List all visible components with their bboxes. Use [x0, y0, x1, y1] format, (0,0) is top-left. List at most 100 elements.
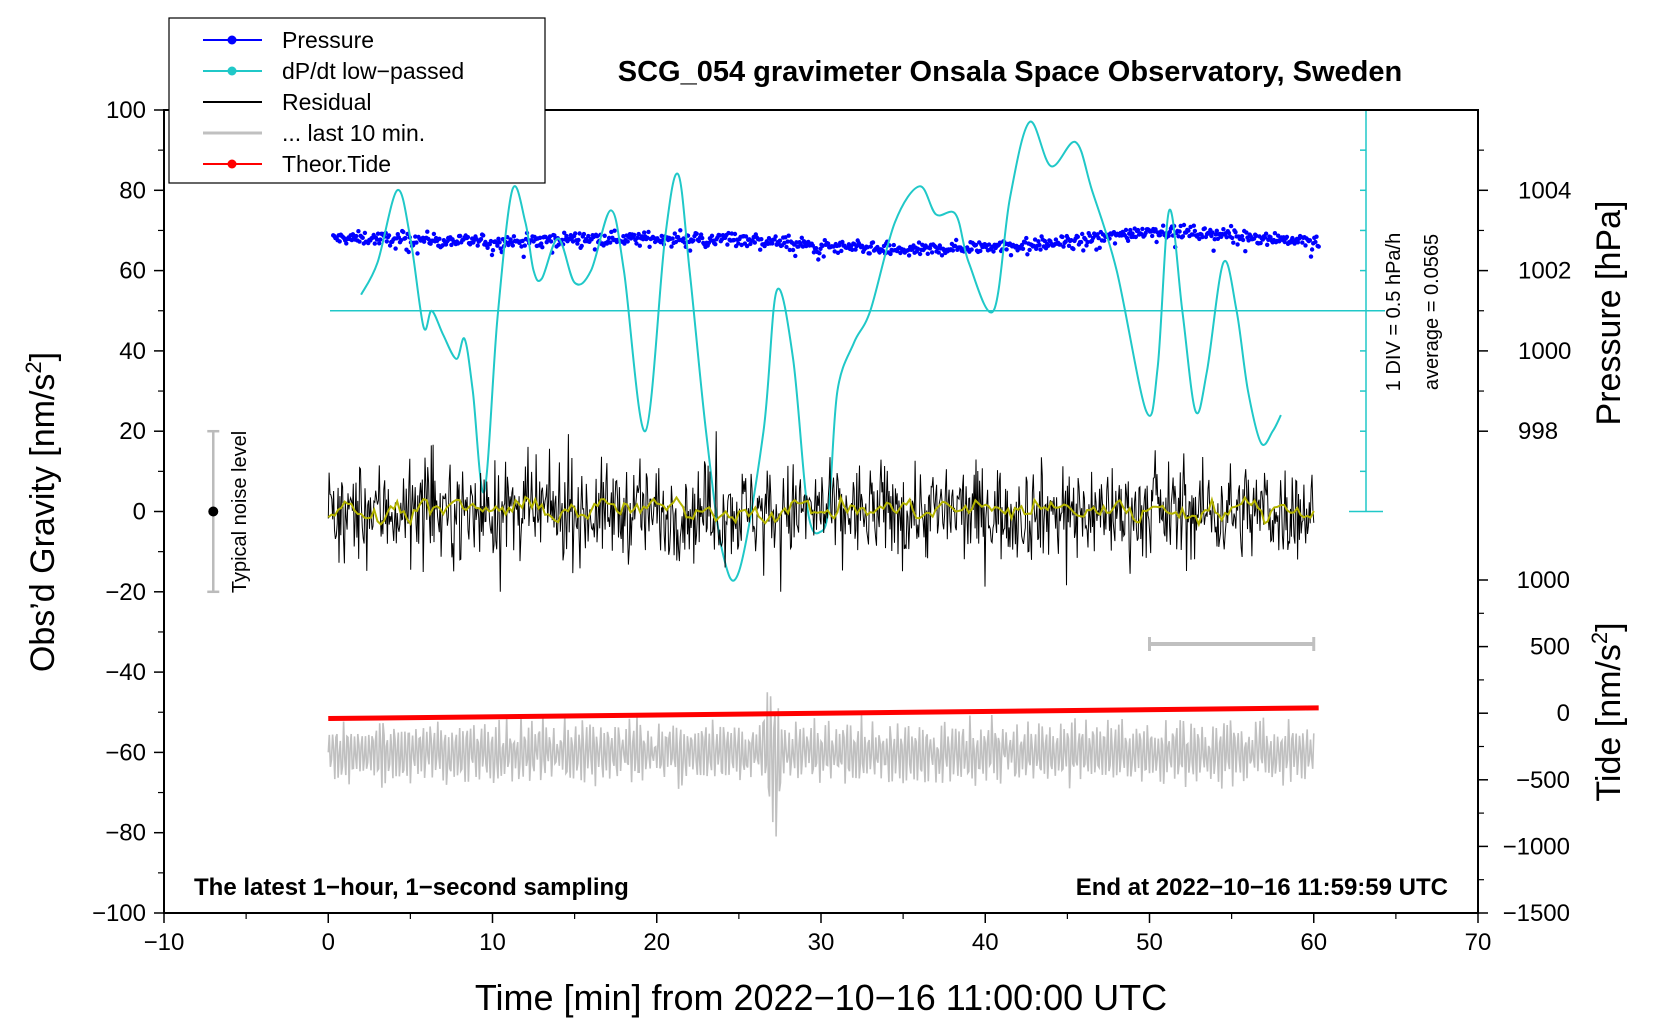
pressure-point: [1213, 232, 1218, 237]
pressure-point: [581, 231, 587, 237]
pressure-point: [1075, 234, 1081, 239]
legend-marker: [227, 35, 237, 45]
pressure-point: [1135, 227, 1141, 233]
pressure-point: [1081, 248, 1086, 253]
pressure-point: [790, 247, 796, 253]
pressure-point: [1244, 230, 1249, 235]
pressure-point: [1111, 230, 1117, 235]
pressure-point: [770, 241, 775, 246]
pressure-point: [793, 253, 798, 259]
pressure-point: [825, 241, 831, 246]
pressure-point: [1166, 233, 1171, 238]
pressure-point: [421, 239, 427, 244]
legend-label: Theor.Tide: [282, 151, 391, 177]
y-tick-label: 100: [106, 97, 146, 124]
pressure-point: [548, 239, 554, 244]
pressure-point: [375, 231, 381, 236]
pressure-point: [1233, 230, 1238, 235]
pressure-point: [1272, 231, 1278, 236]
pressure-point: [1215, 236, 1221, 241]
pressure-point: [726, 230, 731, 236]
pressure-point: [349, 237, 354, 243]
pressure-point: [758, 247, 763, 252]
pressure-point: [813, 246, 819, 251]
pressure-point: [696, 238, 702, 244]
pressure-point: [635, 235, 640, 240]
pressure-point: [917, 251, 923, 257]
y-tick-label: −80: [105, 820, 146, 847]
div-scale-label: 1 DIV = 0.5 hPa/h: [1383, 233, 1405, 391]
tide-tick-label: 0: [1557, 700, 1570, 727]
pressure-point: [891, 242, 896, 248]
pressure-point: [414, 240, 419, 245]
pressure-point: [489, 252, 495, 258]
pressure-point: [577, 231, 582, 236]
pressure-point: [950, 248, 956, 253]
pressure-point: [406, 249, 411, 255]
pressure-point: [853, 247, 858, 252]
pressure-point: [659, 233, 664, 239]
series-layer: [207, 109, 1385, 837]
pressure-point: [426, 236, 431, 242]
y-axis-label-suffix: ]: [24, 352, 62, 361]
x-tick-label: 70: [1465, 929, 1492, 956]
pressure-point: [602, 233, 607, 238]
pressure-point: [1038, 247, 1043, 252]
pressure-point: [1284, 234, 1290, 240]
pressure-point: [520, 238, 525, 244]
noise-bar-center: [208, 506, 219, 517]
pressure-point: [910, 246, 915, 252]
x-tick-label: 40: [972, 929, 999, 956]
pressure-point: [570, 239, 576, 244]
series-dpdt-line: [360, 120, 1282, 582]
pressure-point: [1046, 243, 1051, 248]
pressure-point: [800, 244, 806, 249]
y-axis-label-sup: 2: [21, 361, 46, 373]
pressure-point: [632, 232, 637, 238]
pressure-point: [1211, 248, 1216, 253]
y-tick-label: 0: [133, 499, 146, 526]
pressure-point: [1157, 233, 1163, 238]
pressure-point: [1209, 233, 1214, 239]
pressure-point: [1200, 234, 1205, 240]
pressure-point: [700, 235, 705, 241]
pressure-point: [732, 231, 738, 237]
x-tick-label: 30: [808, 929, 835, 956]
pressure-point: [1268, 235, 1273, 240]
pressure-point: [556, 242, 561, 247]
pressure-point: [820, 243, 825, 248]
y-axis-label: Obs’d Gravity [nm/s2]: [21, 352, 62, 672]
pressure-point: [906, 253, 912, 258]
legend-entries: Pressure dP/dt low−passed Residual ... last…: [203, 27, 464, 177]
pressure-point: [1262, 235, 1268, 240]
pressure-point: [915, 246, 921, 251]
pressure-point: [698, 232, 704, 237]
pressure-point: [522, 243, 527, 248]
pressure-point: [752, 240, 757, 245]
pressure-point: [1303, 243, 1308, 248]
pressure-point: [678, 228, 683, 233]
tide-tick-label: −1500: [1503, 900, 1570, 927]
pressure-point: [511, 234, 517, 239]
pressure-point: [634, 241, 639, 246]
pressure-point: [1053, 237, 1059, 242]
pressure-point: [784, 244, 789, 250]
pressure-point: [1212, 237, 1217, 242]
legend-label: Residual: [282, 89, 372, 115]
pressure-point: [694, 231, 699, 236]
pressure-point: [835, 250, 841, 255]
pressure-point: [978, 248, 983, 254]
pressure-point: [1228, 223, 1234, 229]
y-tick-label: −20: [105, 579, 146, 606]
pressure-point: [875, 244, 880, 250]
pressure-point: [870, 240, 876, 245]
pressure-point: [1167, 229, 1173, 235]
pressure-point: [1240, 237, 1246, 243]
pressure-point: [777, 238, 783, 243]
pressure-point: [991, 249, 996, 254]
x-tick-label: 0: [322, 929, 335, 956]
pressure-point: [839, 248, 844, 254]
pressure-point: [1027, 247, 1032, 253]
pressure-point: [1159, 229, 1165, 234]
pressure-point: [495, 243, 500, 248]
